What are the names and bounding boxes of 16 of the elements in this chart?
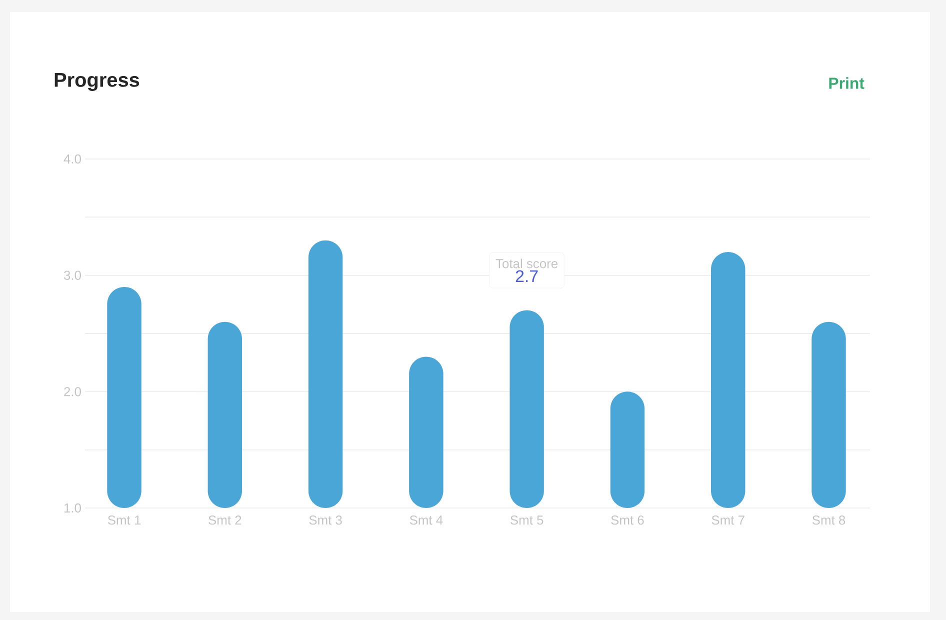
data-label: 2.7 <box>516 270 538 282</box>
x-tick-label: Smt 2 <box>208 516 242 525</box>
y-tick-label: 2.0 <box>64 387 81 396</box>
x-tick-label: Smt 3 <box>309 516 342 525</box>
chart-title: Progress <box>54 73 140 91</box>
x-tick-label: Smt 6 <box>611 516 644 525</box>
y-tick-label: 4.0 <box>64 154 81 164</box>
y-tick-label: 1.0 <box>64 503 81 513</box>
annotation: Total score <box>496 258 558 268</box>
x-tick-label: Smt 4 <box>410 516 443 525</box>
x-tick-label: Smt 8 <box>812 516 846 525</box>
x-tick-label: Smt 7 <box>712 516 744 525</box>
x-tick-label: Smt 1 <box>108 516 141 525</box>
x-tick-label: Smt 5 <box>510 516 544 525</box>
text: Print <box>829 77 864 89</box>
y-tick-label: 3.0 <box>64 270 81 280</box>
